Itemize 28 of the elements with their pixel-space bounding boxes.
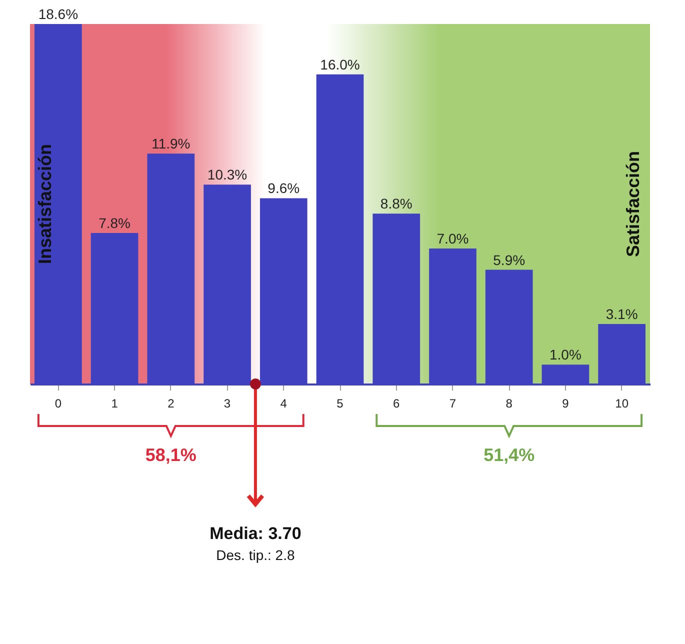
x-tick-label: 7	[449, 396, 456, 410]
x-tick-label: 8	[506, 396, 513, 410]
text: Des. tip.: 2.8	[216, 547, 295, 563]
x-tick-label: 3	[224, 396, 231, 410]
text: Media: 3.70	[210, 524, 302, 543]
data-label: 10.3%	[207, 166, 248, 183]
data-label: 9.6%	[268, 180, 300, 196]
annotation: Satisfacción	[623, 150, 643, 258]
data-label: 3.1%	[606, 306, 638, 322]
x-tick-label: 4	[280, 396, 288, 410]
x-tick-label: 6	[393, 396, 400, 410]
text: 58,1%	[145, 445, 196, 465]
x-tick-label: 10	[615, 396, 629, 410]
x-tick-label: 2	[168, 396, 175, 410]
data-label: 1.0%	[549, 346, 582, 363]
data-label: 11.9%	[152, 136, 190, 152]
annotation: Insatisfacción	[35, 144, 55, 264]
x-tick-label: 1	[111, 396, 118, 410]
data-label: 18.6%	[38, 6, 78, 22]
text: 51,4%	[484, 445, 535, 465]
data-label: 5.9%	[493, 252, 526, 268]
x-tick-label: 9	[562, 396, 570, 410]
data-label: 16.0%	[320, 56, 360, 72]
x-tick-label: 0	[54, 396, 62, 410]
x-tick-label: 5	[336, 396, 344, 410]
data-label: 7.0%	[436, 230, 469, 247]
data-label: 7.8%	[98, 215, 131, 232]
data-label: 8.8%	[380, 196, 412, 212]
